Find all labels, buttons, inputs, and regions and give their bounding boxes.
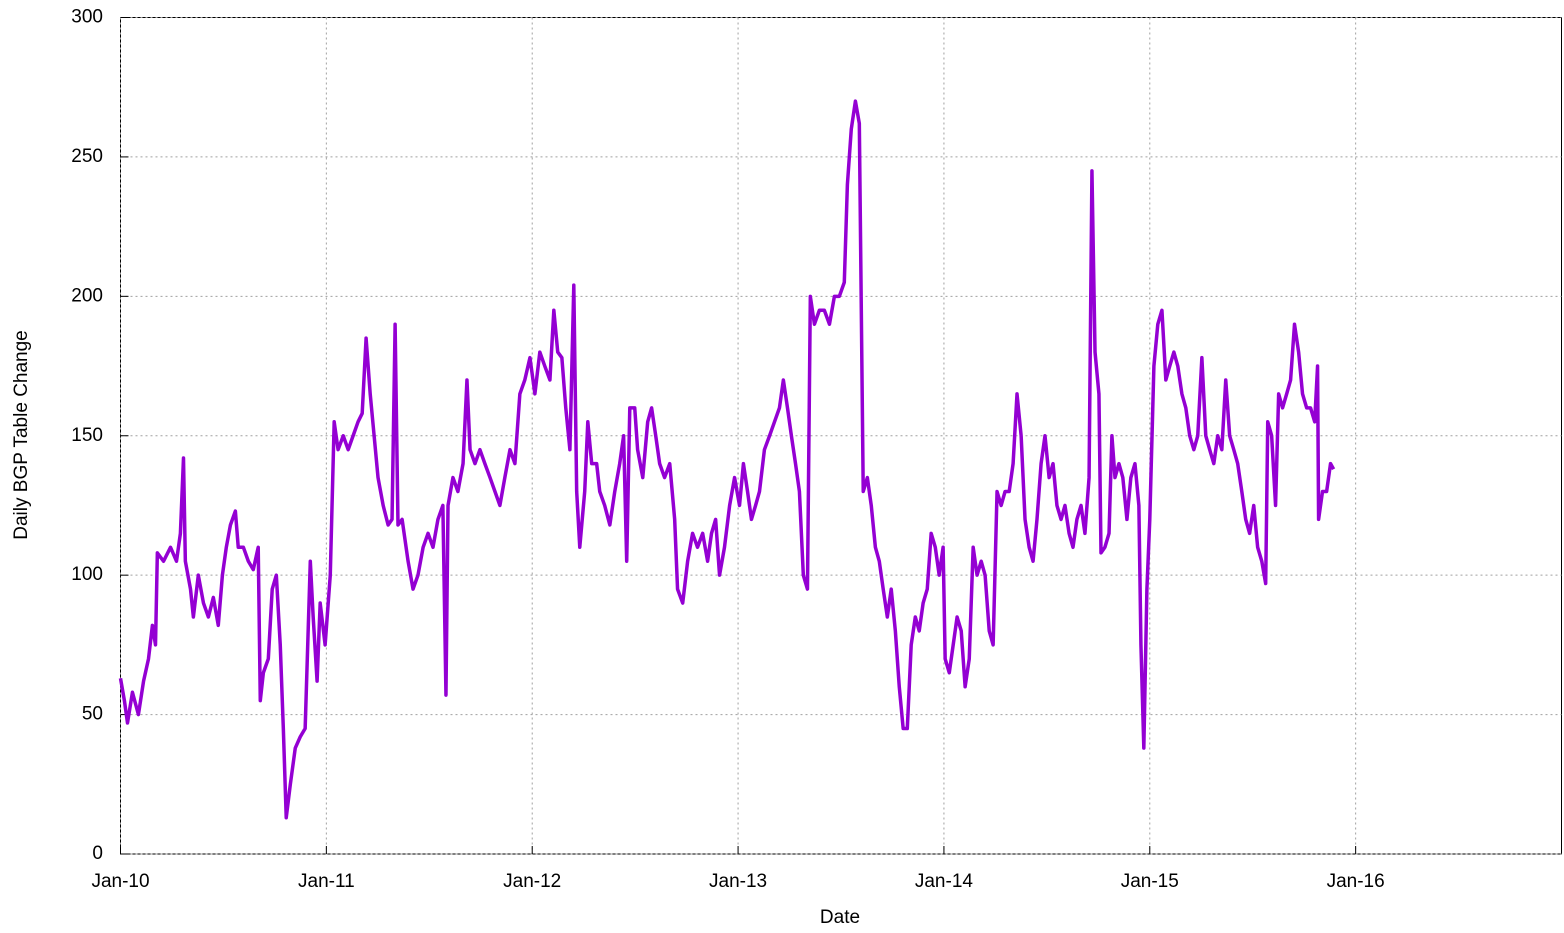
x-tick-label: Jan-16 (1327, 871, 1385, 892)
y-tick-label: 0 (92, 843, 103, 864)
x-tick-label: Jan-12 (503, 871, 561, 892)
y-axis-label: Daily BGP Table Change (11, 330, 32, 539)
x-axis-label: Date (820, 907, 860, 928)
data-line (118, 99, 1336, 820)
y-tick-label: 250 (71, 146, 103, 167)
x-tick-label: Jan-13 (709, 871, 767, 892)
y-tick-label: 150 (71, 425, 103, 446)
x-tick-label: Jan-15 (1121, 871, 1179, 892)
x-tick-label: Jan-14 (915, 871, 974, 892)
y-tick-label: 50 (82, 704, 103, 725)
y-tick-label: 200 (71, 285, 103, 306)
x-tick-label: Jan-11 (298, 871, 355, 892)
y-tick-label: 100 (71, 564, 103, 585)
y-tick-label: 300 (71, 7, 103, 28)
x-tick-label: Jan-10 (91, 871, 149, 892)
